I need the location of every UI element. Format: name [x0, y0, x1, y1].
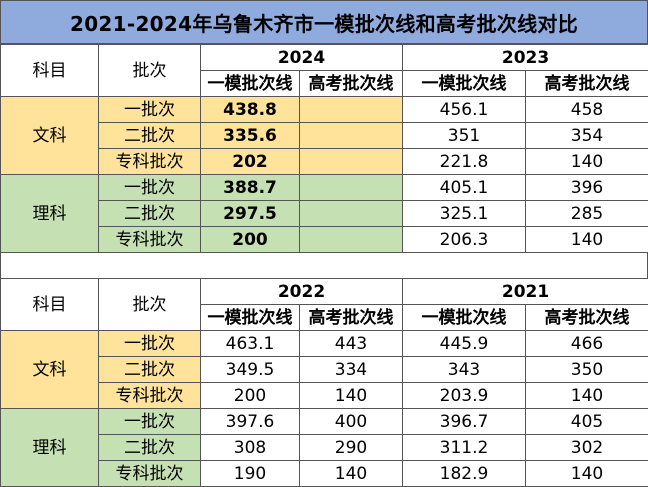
cell-value: 297.5 — [200, 200, 300, 227]
batch-label: 专科批次 — [98, 226, 201, 253]
batch-label: 一批次 — [98, 96, 201, 123]
cell-value: 325.1 — [402, 200, 527, 227]
header-year-b: 2021 — [402, 278, 648, 305]
cell-value: 140 — [298, 382, 404, 409]
cell-value: 396.7 — [402, 408, 527, 435]
header-gaokao-a: 高考批次线 — [298, 70, 404, 97]
cell-value: 200 — [200, 226, 300, 253]
page-title: 2021-2024年乌鲁木齐市一模批次线和高考批次线对比 — [0, 0, 648, 44]
cell-value: 349.5 — [200, 356, 300, 383]
cell-value: 456.1 — [402, 96, 527, 123]
header-mock-b: 一模批次线 — [402, 304, 527, 331]
subject-wen: 文科 — [0, 96, 99, 175]
cell-value: 140 — [525, 226, 648, 253]
cell-value: 285 — [525, 200, 648, 227]
cell-value: 354 — [525, 122, 648, 149]
header-year-a: 2022 — [199, 278, 404, 305]
header-gaokao-b: 高考批次线 — [525, 304, 648, 331]
cell-value: 443 — [298, 330, 404, 357]
cell-value: 388.7 — [200, 174, 300, 201]
cell-value: 290 — [298, 434, 404, 461]
cell-value: 466 — [525, 330, 648, 357]
batch-label: 一批次 — [98, 330, 201, 357]
cell-value: 140 — [525, 382, 648, 409]
subject-li: 理科 — [0, 408, 99, 487]
cell-value: 350 — [525, 356, 648, 383]
batch-label: 一批次 — [98, 408, 201, 435]
cell-value: 202 — [200, 148, 300, 175]
header-mock-a: 一模批次线 — [200, 304, 300, 331]
header-subject: 科目 — [0, 44, 99, 97]
cell-value: 206.3 — [402, 226, 527, 253]
subject-wen: 文科 — [0, 330, 99, 409]
cell-value — [298, 96, 404, 123]
cell-value: 405.1 — [402, 174, 527, 201]
cell-value — [298, 174, 404, 201]
cell-value — [298, 122, 404, 149]
cell-value: 203.9 — [402, 382, 527, 409]
cell-value: 351 — [402, 122, 527, 149]
header-gaokao-b: 高考批次线 — [525, 70, 648, 97]
batch-label: 二批次 — [98, 200, 201, 227]
cell-value: 308 — [200, 434, 300, 461]
cell-value — [298, 200, 404, 227]
table-2024-2023: 科目 批次 2024 2023 一模批次线 高考批次线 一模批次线 高考批次线 … — [0, 44, 648, 253]
header-mock-a: 一模批次线 — [200, 70, 300, 97]
cell-value: 396 — [525, 174, 648, 201]
cell-value: 438.8 — [200, 96, 300, 123]
cell-value: 400 — [298, 408, 404, 435]
batch-label: 一批次 — [98, 174, 201, 201]
header-mock-b: 一模批次线 — [402, 70, 527, 97]
cell-value: 335.6 — [200, 122, 300, 149]
cell-value: 397.6 — [200, 408, 300, 435]
cell-value: 463.1 — [200, 330, 300, 357]
cell-value: 334 — [298, 356, 404, 383]
table-2022-2021: 科目 批次 2022 2021 一模批次线 高考批次线 一模批次线 高考批次线 … — [0, 278, 648, 487]
batch-label: 专科批次 — [98, 460, 201, 487]
batch-label: 专科批次 — [98, 148, 201, 175]
cell-value: 182.9 — [402, 460, 527, 487]
batch-label: 二批次 — [98, 356, 201, 383]
cell-value — [298, 148, 404, 175]
table-gap — [0, 252, 648, 280]
header-batch: 批次 — [98, 278, 201, 331]
cell-value: 445.9 — [402, 330, 527, 357]
cell-value: 200 — [200, 382, 300, 409]
batch-label: 专科批次 — [98, 382, 201, 409]
cell-value — [298, 226, 404, 253]
batch-label: 二批次 — [98, 434, 201, 461]
batch-label: 二批次 — [98, 122, 201, 149]
header-gaokao-a: 高考批次线 — [298, 304, 404, 331]
subject-li: 理科 — [0, 174, 99, 253]
header-year-b: 2023 — [402, 44, 648, 71]
cell-value: 458 — [525, 96, 648, 123]
cell-value: 140 — [525, 148, 648, 175]
header-batch: 批次 — [98, 44, 201, 97]
cell-value: 190 — [200, 460, 300, 487]
cell-value: 221.8 — [402, 148, 527, 175]
cell-value: 343 — [402, 356, 527, 383]
header-year-a: 2024 — [199, 44, 404, 71]
cell-value: 311.2 — [402, 434, 527, 461]
cell-value: 140 — [525, 460, 648, 487]
header-subject: 科目 — [0, 278, 99, 331]
cell-value: 405 — [525, 408, 648, 435]
cell-value: 302 — [525, 434, 648, 461]
cell-value: 140 — [298, 460, 404, 487]
